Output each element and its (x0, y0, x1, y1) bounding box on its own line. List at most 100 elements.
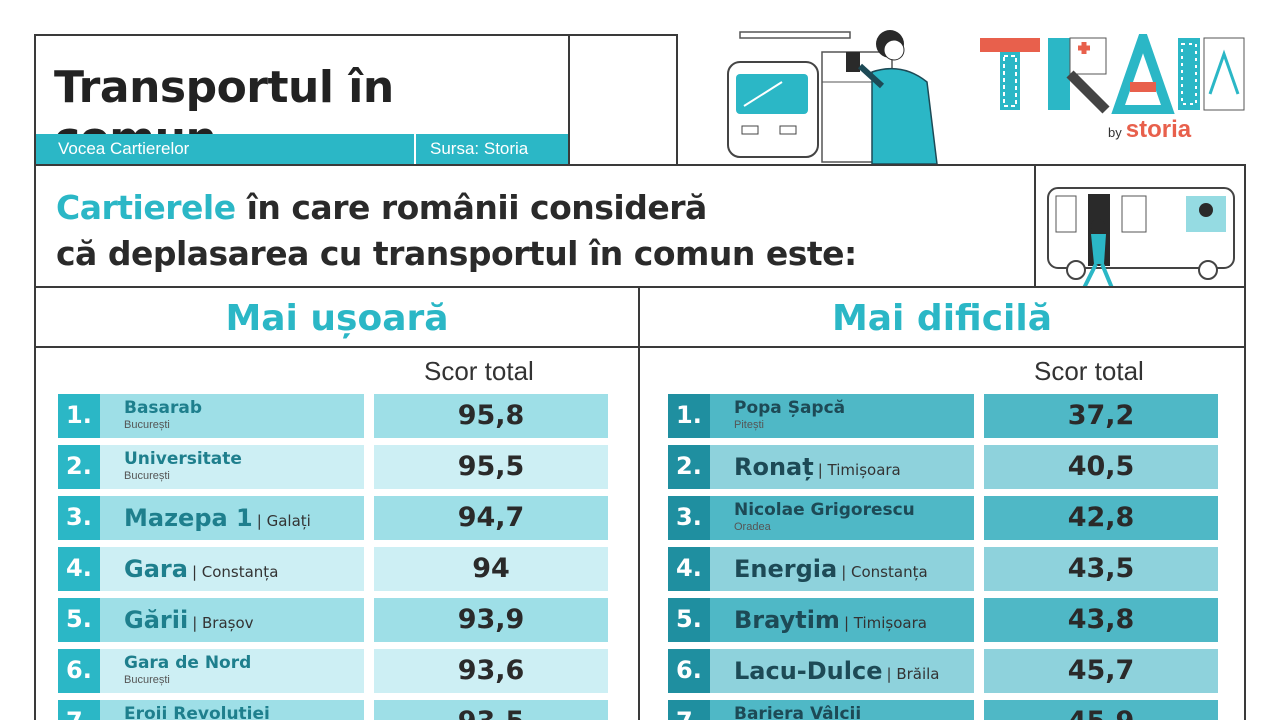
city-name: | Timișoara (817, 461, 901, 479)
city-name: | Constanța (841, 563, 928, 581)
table-row: 2. Universitate București 95,5 (58, 445, 618, 489)
rank-number: 2. (668, 445, 710, 489)
neighborhood-name: Basarab (124, 398, 203, 418)
neighborhood-name: Bariera Vâlcii (734, 704, 862, 720)
neighborhood-name-line: Ronaț | Timișoara (734, 453, 901, 481)
neighborhood-name: Gara de Nord (124, 653, 252, 673)
easier-column: Mai ușoară Scor total 1. Basarab București… (34, 286, 640, 720)
easier-heading-cell: Mai ușoară (36, 288, 638, 348)
total-score: 45,9 (984, 700, 1218, 720)
neighborhood-name-line: Mazepa 1 | Galați (124, 504, 311, 532)
neighborhood-cell: Ronaț | Timișoara (710, 445, 974, 489)
neighborhood-name: Eroii Revoluției (124, 704, 270, 720)
neighborhood-name-line: Gării | Brașov (124, 606, 254, 634)
rank-number: 4. (58, 547, 100, 591)
subtitle-line-2: că deplasarea cu transportul în comun es… (56, 234, 857, 273)
neighborhood-cell: Universitate București (100, 445, 364, 489)
neighborhood-cell: Bariera Vâlcii (710, 700, 974, 720)
table-row: 4. Gara | Constanța 94 (58, 547, 618, 591)
total-score: 94 (374, 547, 608, 591)
subtitle-line-1: Cartierele în care românii consideră (56, 188, 707, 227)
neighborhood-name: Energia (734, 555, 838, 583)
total-score: 40,5 (984, 445, 1218, 489)
strip-divider (414, 134, 416, 164)
neighborhood-name: Mazepa 1 (124, 504, 253, 532)
decor-box (568, 34, 678, 166)
city-name: | Constanța (191, 563, 279, 581)
total-score: 37,2 (984, 394, 1218, 438)
table-row: 6. Lacu-Dulce | Brăila 45,7 (668, 649, 1228, 693)
total-score: 43,8 (984, 598, 1218, 642)
rank-number: 3. (668, 496, 710, 540)
rank-number: 4. (668, 547, 710, 591)
neighborhood-name: Ronaț (734, 453, 814, 481)
neighborhood-cell: Gării | Brașov (100, 598, 364, 642)
rank-number: 7. (58, 700, 100, 720)
total-score: 93,9 (374, 598, 608, 642)
city-name: | Brașov (192, 614, 254, 632)
total-score: 45,7 (984, 649, 1218, 693)
neighborhood-cell: Mazepa 1 | Galați (100, 496, 364, 540)
rank-number: 5. (58, 598, 100, 642)
city-name: Pitești (734, 419, 764, 431)
neighborhood-name: Gării (124, 606, 189, 634)
total-score: 42,8 (984, 496, 1218, 540)
harder-column: Mai dificilă Scor total 1. Popa Șapcă Pite… (638, 286, 1246, 720)
neighborhood-cell: Energia | Constanța (710, 547, 974, 591)
neighborhood-name: Lacu-Dulce (734, 657, 883, 685)
neighborhood-name: Nicolae Grigorescu (734, 500, 915, 520)
table-row: 7. Bariera Vâlcii 45,9 (668, 700, 1228, 720)
neighborhood-cell: Basarab București (100, 394, 364, 438)
table-row: 5. Gării | Brașov 93,9 (58, 598, 618, 642)
rank-number: 3. (58, 496, 100, 540)
harder-heading-cell: Mai dificilă (640, 288, 1244, 348)
series-label: Vocea Cartierelor (58, 139, 190, 158)
neighborhood-cell: Nicolae Grigorescu Oradea (710, 496, 974, 540)
rank-number: 2. (58, 445, 100, 489)
subtitle-block: Cartierele în care românii consideră că … (34, 164, 1246, 289)
neighborhood-cell: Gara de Nord București (100, 649, 364, 693)
by-label: by (1108, 125, 1122, 140)
rank-number: 6. (668, 649, 710, 693)
neighborhood-name-line: Braytim | Timișoara (734, 606, 927, 634)
total-score: 93,6 (374, 649, 608, 693)
neighborhood-cell: Braytim | Timișoara (710, 598, 974, 642)
total-score: 93,5 (374, 700, 608, 720)
table-row: 2. Ronaț | Timișoara 40,5 (668, 445, 1228, 489)
easier-heading: Mai ușoară (225, 298, 449, 339)
rank-number: 5. (668, 598, 710, 642)
rank-number: 6. (58, 649, 100, 693)
byline: by storia (1108, 116, 1191, 144)
city-name: Oradea (734, 521, 771, 533)
neighborhood-name: Braytim (734, 606, 840, 634)
city-name: București (124, 419, 170, 431)
subtitle-accent: Cartierele (56, 188, 236, 227)
table-row: 3. Mazepa 1 | Galați 94,7 (58, 496, 618, 540)
rank-number: 7. (668, 700, 710, 720)
neighborhood-name-line: Energia | Constanța (734, 555, 928, 583)
total-score: 95,8 (374, 394, 608, 438)
trai-logo (978, 22, 1248, 115)
rank-number: 1. (58, 394, 100, 438)
city-name: | Galați (256, 512, 311, 530)
city-name: București (124, 470, 170, 482)
title-strip: Vocea Cartierelor Sursa: Storia (36, 134, 568, 164)
subtitle-line-1-rest: în care românii consideră (235, 188, 708, 227)
table-row: 5. Braytim | Timișoara 43,8 (668, 598, 1228, 642)
neighborhood-name: Universitate (124, 449, 242, 469)
neighborhood-cell: Eroii Revoluției (100, 700, 364, 720)
neighborhood-name-line: Lacu-Dulce | Brăila (734, 657, 940, 685)
source-label: Sursa: Storia (430, 139, 529, 158)
neighborhood-name-line: Gara | Constanța (124, 555, 278, 583)
table-row: 1. Basarab București 95,8 (58, 394, 618, 438)
person-boarding-bus-icon (1034, 166, 1246, 289)
table-row: 4. Energia | Constanța 43,5 (668, 547, 1228, 591)
city-name: București (124, 674, 170, 686)
storia-brand: storia (1125, 116, 1192, 143)
total-score: 43,5 (984, 547, 1218, 591)
person-with-phone-and-train-icon (722, 22, 952, 166)
table-row: 7. Eroii Revoluției 93,5 (58, 700, 618, 720)
table-row: 6. Gara de Nord București 93,6 (58, 649, 618, 693)
score-label: Scor total (424, 356, 534, 386)
score-label: Scor total (1034, 356, 1144, 386)
